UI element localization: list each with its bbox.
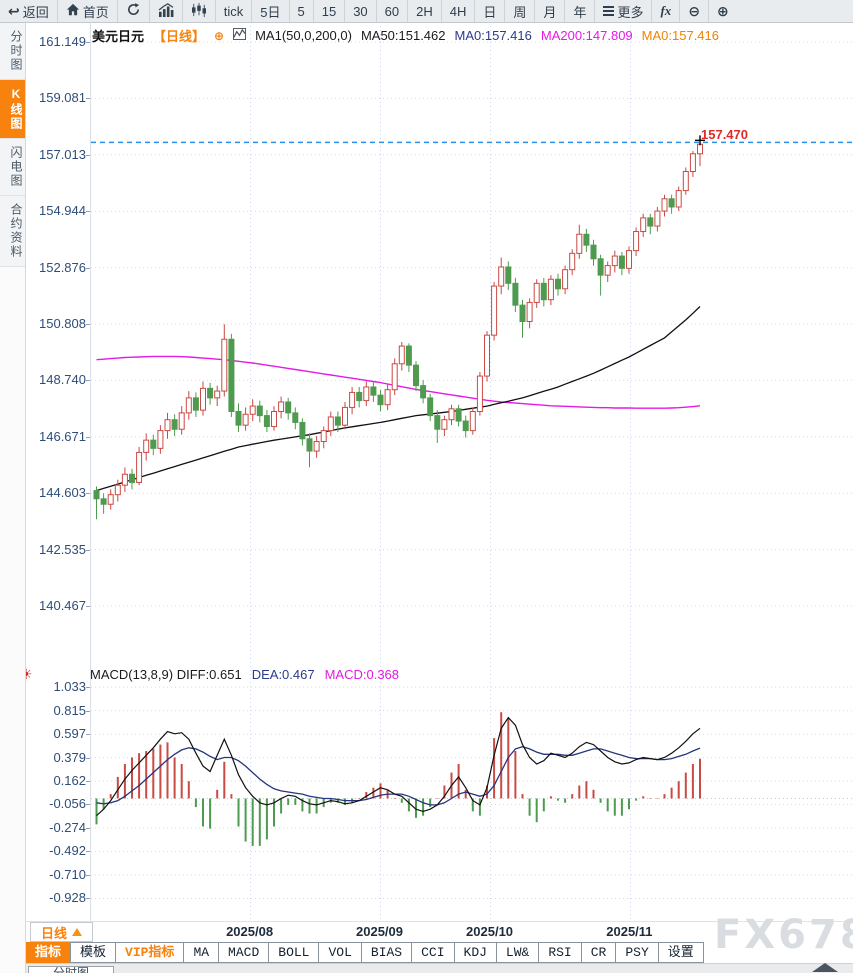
interval-month-button[interactable]: 月 bbox=[535, 0, 566, 22]
zoom-in-icon: ⊕ bbox=[717, 3, 729, 19]
candlestick-button[interactable] bbox=[183, 0, 216, 22]
home-label: 首页 bbox=[82, 4, 109, 20]
macd-axis-label: 0.379 bbox=[53, 749, 86, 765]
tab-psy[interactable]: PSY bbox=[615, 942, 659, 963]
interval-5d-button[interactable]: 5日 bbox=[252, 0, 290, 22]
macd-axis-label: 0.162 bbox=[53, 772, 86, 788]
price-axis-label: 140.467 bbox=[39, 598, 86, 614]
price-axis-label: 142.535 bbox=[39, 541, 86, 557]
price-axis-label: 154.944 bbox=[39, 203, 86, 219]
formula-button[interactable]: fx bbox=[652, 0, 681, 22]
toolbar: ↩ 返回 首页 tick 5日 5 15 30 60 bbox=[0, 0, 853, 23]
bottom-scroll-strip bbox=[0, 963, 853, 973]
sidebar-item-lightning-chart[interactable]: 闪电图 bbox=[0, 139, 25, 196]
last-price-label: 157.470 bbox=[701, 127, 748, 142]
refresh-button[interactable] bbox=[118, 0, 150, 22]
tab-vol[interactable]: VOL bbox=[318, 942, 362, 963]
main-candlestick-chart[interactable] bbox=[90, 22, 853, 662]
sidebar-item-contract-info[interactable]: 合约资料 bbox=[0, 196, 25, 267]
tab-boll[interactable]: BOLL bbox=[268, 942, 320, 963]
tab-kdj[interactable]: KDJ bbox=[453, 942, 497, 963]
back-button[interactable]: ↩ 返回 bbox=[0, 0, 58, 22]
tab-cci[interactable]: CCI bbox=[411, 942, 455, 963]
price-axis-label: 161.149 bbox=[39, 34, 86, 49]
price-axis-label: 152.876 bbox=[39, 259, 86, 275]
macd-axis-label: -0.492 bbox=[49, 843, 86, 859]
interval-week-button[interactable]: 周 bbox=[505, 0, 536, 22]
tab-vip-indicators[interactable]: VIP指标 bbox=[115, 942, 185, 963]
macd-legend: MACD(13,8,9) DIFF:0.651 DEA:0.467 MACD:0… bbox=[90, 667, 399, 682]
indicator-tab-bar: 指标 模板 VIP指标 MA MACD BOLL VOL BIAS CCI KD… bbox=[25, 942, 704, 963]
dea-value: DEA:0.467 bbox=[251, 667, 315, 682]
price-axis-label: 146.671 bbox=[39, 428, 86, 444]
price-axis-label: 157.013 bbox=[39, 146, 86, 162]
ma0-blue-value: MA0:157.416 bbox=[454, 28, 532, 43]
macd-value: MACD:0.368 bbox=[324, 667, 400, 682]
triangle-up-icon bbox=[72, 928, 83, 936]
ma0-orange-value: MA0:157.416 bbox=[641, 28, 719, 43]
macd-axis-label: -0.710 bbox=[49, 866, 86, 882]
macd-axis-label: 0.597 bbox=[53, 726, 86, 742]
ma50-value: MA50:151.462 bbox=[360, 28, 446, 43]
tab-rsi[interactable]: RSI bbox=[538, 942, 582, 963]
tab-lw[interactable]: LW& bbox=[495, 942, 540, 963]
macd-axis-label: -0.056 bbox=[49, 796, 86, 812]
scroll-up-arrow-icon[interactable] bbox=[812, 963, 838, 972]
interval-5-button[interactable]: 5 bbox=[290, 0, 314, 22]
bar-chart-button[interactable] bbox=[150, 0, 183, 22]
price-axis-label: 148.740 bbox=[39, 372, 86, 388]
interval-15-button[interactable]: 15 bbox=[314, 0, 346, 22]
interval-2h-button[interactable]: 2H bbox=[408, 0, 442, 22]
back-label: 返回 bbox=[22, 4, 49, 20]
ma-settings-label: MA1(50,0,200,0) bbox=[255, 28, 352, 43]
tab-templates[interactable]: 模板 bbox=[70, 942, 117, 963]
zoom-out-button[interactable]: ⊖ bbox=[680, 0, 710, 22]
sidebar-item-time-chart[interactable]: 分时图 bbox=[0, 23, 25, 80]
interval-60-button[interactable]: 60 bbox=[377, 0, 409, 22]
zoom-in-button[interactable]: ⊕ bbox=[709, 0, 737, 22]
interval-30-button[interactable]: 30 bbox=[345, 0, 377, 22]
price-axis-label: 150.808 bbox=[39, 316, 86, 332]
home-button[interactable]: 首页 bbox=[58, 0, 118, 22]
home-icon bbox=[66, 3, 80, 20]
line-chart-mini-icon[interactable] bbox=[233, 28, 247, 43]
symbol-name: 美元日元 bbox=[92, 29, 145, 44]
tab-macd[interactable]: MACD bbox=[218, 942, 270, 963]
refresh-icon bbox=[126, 2, 141, 20]
macd-title: MACD(13,8,9) DIFF:0.651 bbox=[90, 667, 242, 682]
chart-type-sidebar: 分时图 K线图 闪电图 合约资料 bbox=[0, 23, 26, 973]
price-axis-label: 144.603 bbox=[39, 485, 86, 501]
tab-settings[interactable]: 设置 bbox=[657, 942, 704, 963]
period-label: 【日线】 bbox=[153, 29, 206, 44]
tick-button[interactable]: tick bbox=[216, 0, 253, 22]
interval-year-button[interactable]: 年 bbox=[565, 0, 596, 22]
tab-ma[interactable]: MA bbox=[183, 942, 220, 963]
bar-chart-icon bbox=[158, 2, 174, 20]
interval-day-button[interactable]: 日 bbox=[475, 0, 506, 22]
interval-4h-button[interactable]: 4H bbox=[442, 0, 476, 22]
chart-legend: 美元日元 【日线】 ⊕ MA1(50,0,200,0) MA50:151.462… bbox=[92, 26, 719, 45]
macd-chart[interactable] bbox=[90, 662, 853, 922]
x-axis-row bbox=[26, 921, 853, 943]
period-dropdown-button[interactable]: 日线 bbox=[30, 922, 94, 942]
fx-icon: fx bbox=[660, 3, 672, 18]
tab-bias[interactable]: BIAS bbox=[360, 942, 413, 963]
menu-icon bbox=[603, 4, 615, 18]
macd-axis-label: 0.815 bbox=[53, 702, 86, 718]
partial-bottom-tab[interactable]: 分时图 bbox=[28, 966, 114, 973]
ma200-value: MA200:147.809 bbox=[540, 28, 633, 43]
tab-cr[interactable]: CR bbox=[580, 942, 617, 963]
add-indicator-icon[interactable]: ⊕ bbox=[214, 28, 225, 43]
price-axis-label: 159.081 bbox=[39, 90, 86, 106]
sidebar-item-kline-chart[interactable]: K线图 bbox=[0, 80, 25, 139]
macd-axis-label: -0.928 bbox=[49, 890, 86, 906]
tab-indicators[interactable]: 指标 bbox=[25, 942, 72, 963]
zoom-out-icon: ⊖ bbox=[688, 3, 701, 19]
more-button[interactable]: 更多 bbox=[595, 0, 653, 22]
macd-axis-label: -0.274 bbox=[49, 819, 86, 835]
candlestick-icon bbox=[191, 2, 207, 20]
back-icon: ↩ bbox=[8, 3, 20, 19]
